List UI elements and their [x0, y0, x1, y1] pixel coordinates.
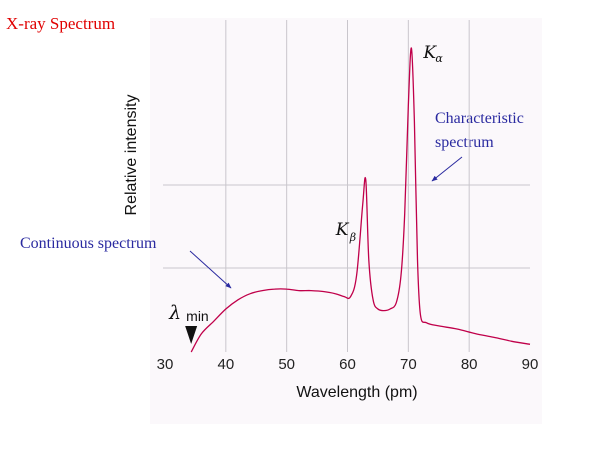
lambda-min-label: λ — [168, 302, 181, 324]
grid — [163, 20, 530, 352]
k-alpha-subscript: α — [435, 52, 443, 65]
y-axis-title: Relative intensity — [123, 95, 140, 216]
characteristic-spectrum-note: Characteristic spectrum — [435, 107, 524, 155]
continuous-arrow — [189, 250, 232, 289]
note-arrows — [189, 156, 463, 289]
lambda-min-subscript: min — [186, 308, 209, 324]
x-tick-label: 70 — [400, 356, 417, 373]
k-beta-label: K — [335, 220, 350, 240]
x-tick-label: 30 — [157, 356, 174, 373]
x-tick-labels: 30 40 50 60 70 80 90 — [157, 356, 539, 373]
k-beta-subscript: β — [349, 231, 356, 244]
characteristic-arrow — [431, 156, 463, 182]
x-axis-title: Wavelength (pm) — [296, 384, 417, 401]
k-alpha-label: K — [422, 43, 437, 63]
continuous-spectrum-note: Continuous spectrum — [20, 232, 156, 256]
spectrum-curve — [190, 47, 531, 353]
x-tick-label: 50 — [278, 356, 295, 373]
lambda-min-marker — [185, 326, 198, 344]
x-tick-label: 60 — [339, 356, 356, 373]
x-tick-label: 90 — [522, 356, 539, 373]
note-line: Continuous spectrum — [20, 235, 157, 252]
x-tick-label: 80 — [461, 356, 478, 373]
note-line: Characteristic — [435, 110, 524, 127]
chart-panel — [150, 18, 542, 424]
x-tick-label: 40 — [217, 356, 234, 373]
page-title: X-ray Spectrum — [6, 14, 116, 33]
note-line: spectrum — [435, 134, 494, 151]
